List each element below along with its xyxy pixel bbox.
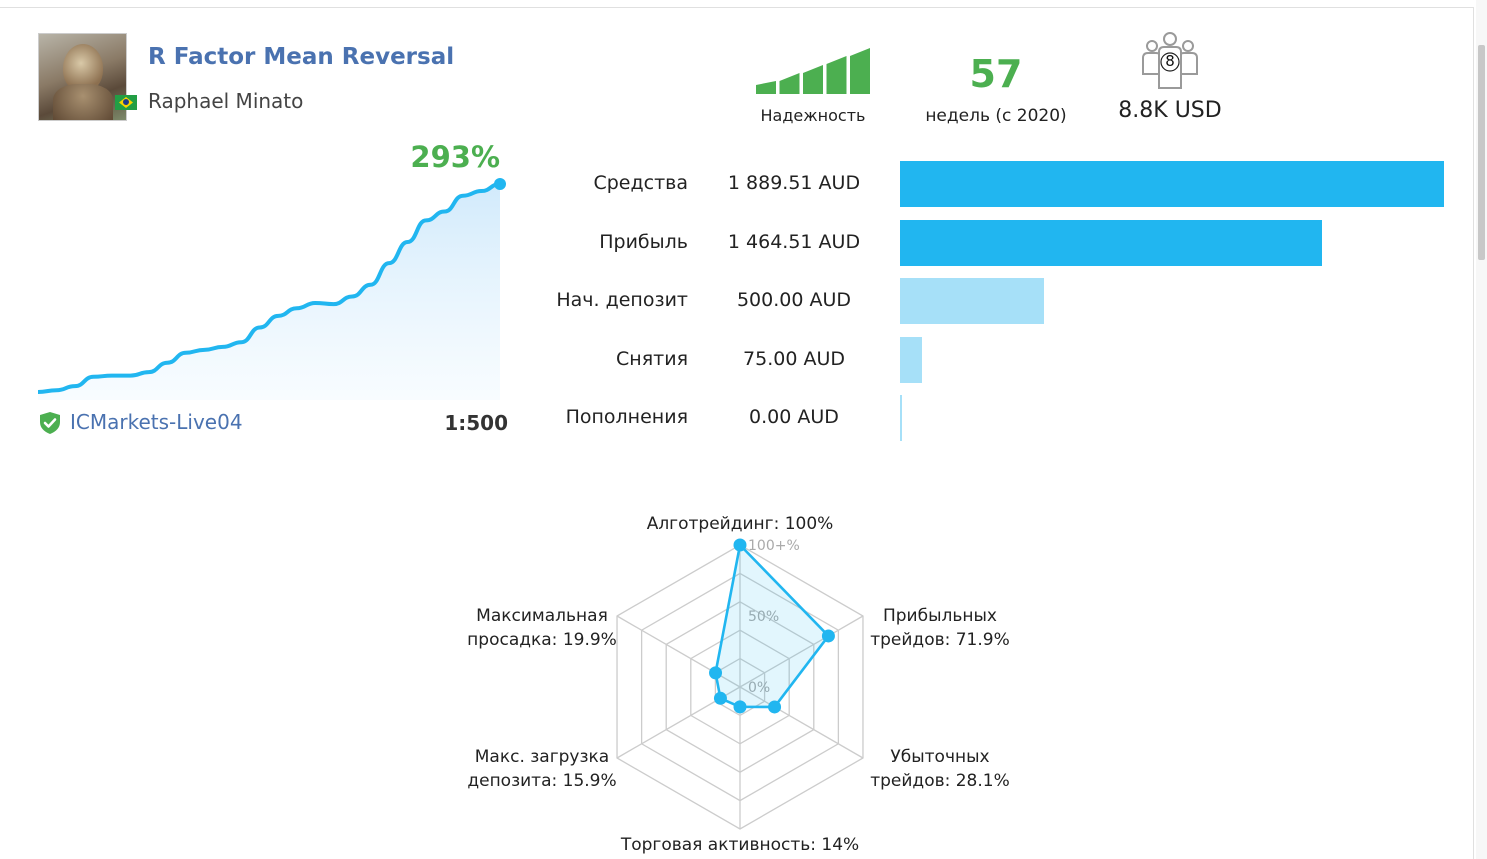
panel-top-border <box>0 7 1473 8</box>
radar-point[interactable] <box>709 666 723 680</box>
radar-axis-label: Максимальная <box>476 606 608 626</box>
avatar-statue-body <box>53 84 113 120</box>
weeks-count: 57 <box>969 52 1023 96</box>
subscribers-count: 8 <box>1165 52 1175 70</box>
scrollbar-thumb[interactable] <box>1478 45 1485 260</box>
stat-bar <box>900 395 902 441</box>
radar-axis-label: просадка: 19.9% <box>467 630 617 650</box>
weeks-label: недель (с 2020) <box>925 106 1067 126</box>
subscribers-funds: 8.8K USD <box>1118 98 1222 123</box>
reliability-bar <box>826 56 847 94</box>
growth-area <box>38 184 500 400</box>
radar-axis <box>739 615 864 688</box>
verified-shield-icon <box>40 412 60 434</box>
radar-point[interactable] <box>821 629 835 643</box>
radar-point[interactable] <box>713 691 727 705</box>
reliability-bar <box>779 73 800 94</box>
signal-title[interactable]: R Factor Mean Reversal <box>148 44 455 70</box>
stat-label: Пополнения <box>565 406 688 428</box>
radar-axis-label: Торговая активность: 14% <box>620 835 859 855</box>
stat-value: 75.00 AUD <box>743 347 845 370</box>
reliability-label: Надежность <box>760 106 866 125</box>
stat-label: Нач. депозит <box>556 289 688 311</box>
broker-server-link[interactable]: ICMarkets-Live04 <box>70 410 243 434</box>
radar-axis <box>739 686 864 759</box>
radar-value-polygon <box>714 543 830 709</box>
radar-axis-label: Макс. загрузка <box>475 747 609 767</box>
stat-bar <box>900 336 922 383</box>
reliability-bars-icon <box>756 48 870 94</box>
scrollbar-track[interactable] <box>1476 0 1487 859</box>
radar-axis-label: Прибыльных <box>883 606 997 626</box>
stat-value: 500.00 AUD <box>736 289 852 311</box>
leverage-value: 1:500 <box>444 411 508 435</box>
stat-label: Снятия <box>616 347 688 370</box>
radar-axis-label: депозита: 15.9% <box>467 771 616 791</box>
stat-value: 0.00 AUD <box>749 406 839 428</box>
stat-bar <box>900 278 1044 324</box>
radar-scale-label: 100+% <box>748 538 800 554</box>
reliability-bar <box>850 48 870 94</box>
panel-right-border <box>1473 7 1474 859</box>
reliability-bar <box>803 65 823 94</box>
stat-label: Прибыль <box>599 230 688 253</box>
author-avatar[interactable] <box>38 33 127 121</box>
radar-axis-label: Алготрейдинг: 100% <box>647 514 834 534</box>
author-name[interactable]: Raphael Minato <box>148 89 304 113</box>
radar-point[interactable] <box>733 700 747 714</box>
growth-line <box>38 182 502 394</box>
radar-axis-label: трейдов: 71.9% <box>870 630 1010 650</box>
reliability-bar <box>756 81 776 94</box>
stat-label: Средства <box>593 172 688 194</box>
radar-scale-label: 50% <box>748 609 779 625</box>
stat-bar <box>900 219 1322 266</box>
radar-axis-label: Убыточных <box>890 747 989 767</box>
growth-percent: 293% <box>410 140 500 174</box>
radar-chart: 0% 50% 100+% Алготрейдинг: 100% Прибыльных тр… <box>467 514 1010 855</box>
growth-endpoint[interactable] <box>494 178 506 190</box>
radar-scale-label: 0% <box>748 680 770 696</box>
growth-chart[interactable] <box>38 140 508 400</box>
stat-value: 1 889.51 AUD <box>727 172 861 194</box>
stat-value: 1 464.51 AUD <box>727 230 861 253</box>
subscribers-icon <box>1142 32 1198 89</box>
radar-point[interactable] <box>733 538 747 552</box>
radar-axis-label: трейдов: 28.1% <box>870 771 1010 791</box>
radar-point[interactable] <box>768 700 782 714</box>
stat-bar <box>900 161 1444 207</box>
brazil-flag-icon <box>115 95 137 110</box>
